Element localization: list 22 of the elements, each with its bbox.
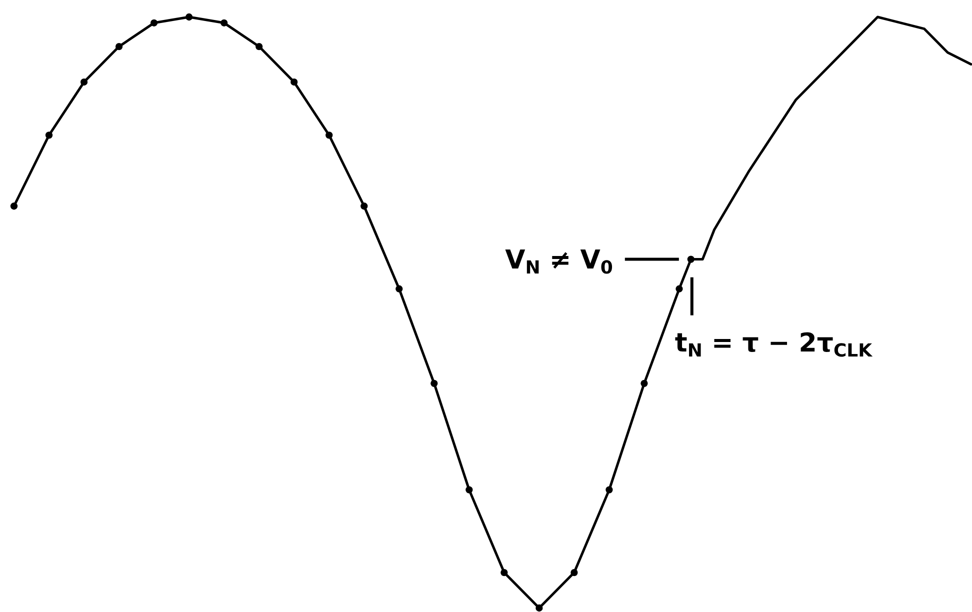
annotation: t$_{N}$ = τ − 2τ$_{CLK}$ <box>674 328 874 362</box>
point <box>360 202 368 210</box>
point <box>150 19 158 26</box>
point <box>326 132 333 139</box>
point <box>536 604 543 612</box>
point <box>640 380 648 387</box>
point <box>220 19 228 26</box>
point <box>396 285 403 292</box>
point <box>500 568 508 576</box>
point <box>570 568 578 576</box>
point <box>80 78 88 86</box>
point <box>676 285 683 292</box>
annotation: V$_{N}$ ≠ V$_{0}$ <box>505 245 613 279</box>
point <box>290 78 298 86</box>
point <box>185 13 193 21</box>
point <box>606 486 613 494</box>
point <box>45 132 53 139</box>
point <box>466 486 473 494</box>
point <box>10 202 18 210</box>
point <box>115 42 123 50</box>
point <box>256 42 263 50</box>
point <box>430 380 438 387</box>
